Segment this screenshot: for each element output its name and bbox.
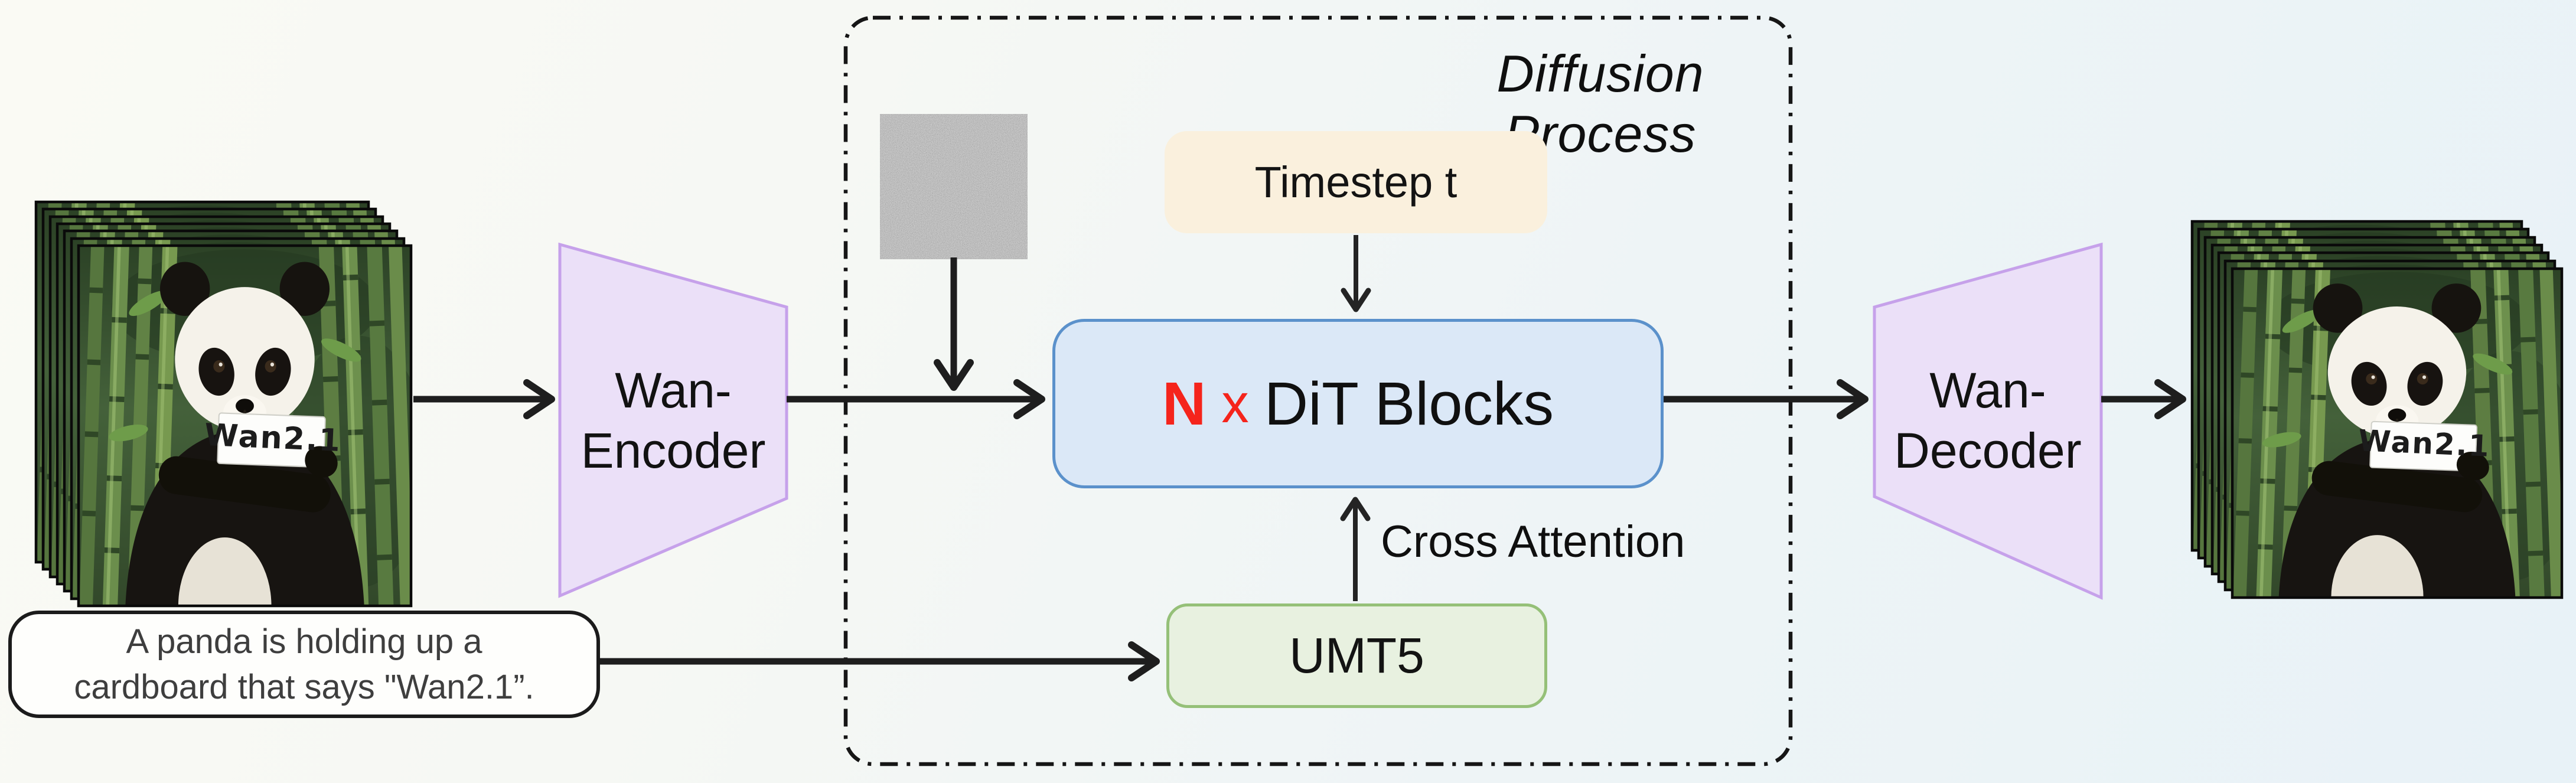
wan-encoder-line-1: Wan- xyxy=(615,363,732,418)
umt5-node: UMT5 xyxy=(1166,603,1547,708)
wan-encoder-label: Wan- Encoder xyxy=(560,360,787,481)
dit-count-label: N xyxy=(1162,369,1207,438)
diffusion-process-boundary xyxy=(843,15,1793,766)
panda-sign-text-output: Wan2.1 xyxy=(2357,423,2491,464)
cross-attention-label: Cross Attention xyxy=(1381,517,1685,567)
prompt-text-box: A panda is holding up a cardboard that s… xyxy=(8,611,600,718)
dit-blocks-node: N x DiT Blocks xyxy=(1052,319,1664,488)
prompt-line-1: A panda is holding up a xyxy=(126,622,482,661)
timestep-label: Timestep t xyxy=(1254,158,1457,207)
timestep-node: Timestep t xyxy=(1165,131,1547,233)
output-video-stack xyxy=(2190,220,2564,599)
video-frame-front xyxy=(2231,267,2564,599)
panda-sign-text-input: Wan2.1 xyxy=(203,417,343,459)
wan-decoder-line-1: Wan- xyxy=(1929,363,2046,418)
wan-encoder-line-2: Encoder xyxy=(581,423,766,478)
wan-decoder-trapezoid xyxy=(1873,242,2103,600)
input-video-stack xyxy=(34,200,413,608)
wan-encoder-trapezoid xyxy=(558,242,788,598)
prompt-line-2: cardboard that says "Wan2.1”. xyxy=(74,668,534,706)
video-frame-front xyxy=(77,244,413,608)
dit-times-label: x xyxy=(1221,373,1249,434)
wan-decoder-label: Wan- Decoder xyxy=(1874,360,2101,481)
wan-decoder-line-2: Decoder xyxy=(1894,423,2082,478)
umt5-label: UMT5 xyxy=(1289,628,1424,683)
dit-name-label: DiT Blocks xyxy=(1264,369,1554,438)
noise-latent-image xyxy=(883,117,1025,256)
